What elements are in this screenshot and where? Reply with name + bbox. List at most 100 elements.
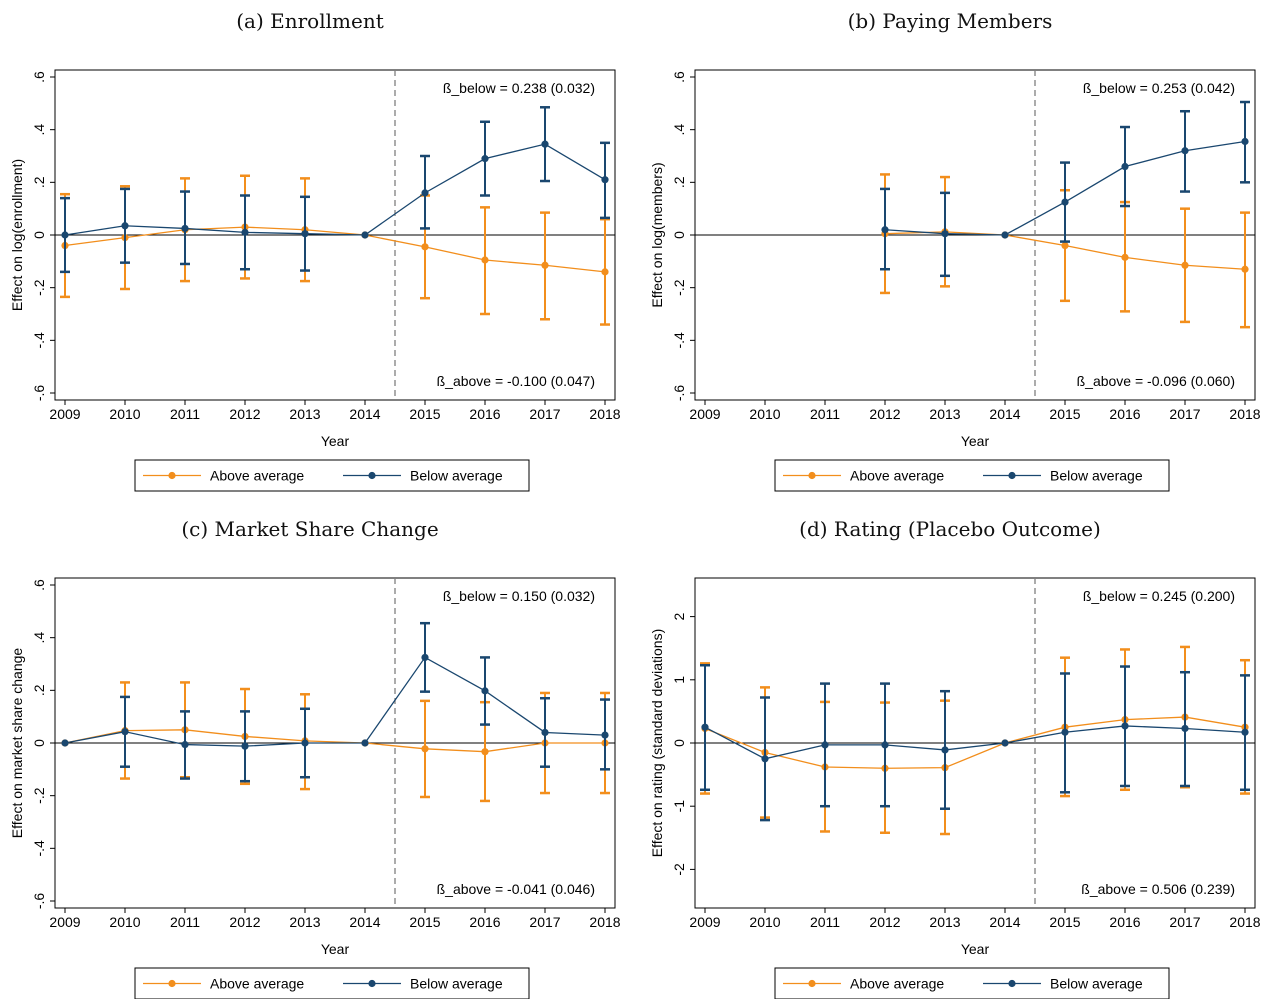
data-point bbox=[881, 226, 889, 234]
data-point bbox=[301, 739, 309, 747]
x-tick-label: 2009 bbox=[49, 406, 80, 422]
x-tick-label: 2012 bbox=[869, 914, 900, 930]
legend-marker bbox=[368, 979, 376, 988]
x-tick-label: 2013 bbox=[289, 914, 320, 930]
series-line bbox=[64, 143, 606, 236]
data-point bbox=[481, 748, 489, 756]
series-line bbox=[704, 716, 1246, 769]
data-point bbox=[61, 231, 69, 239]
data-point bbox=[941, 230, 949, 238]
legend-marker bbox=[168, 471, 176, 480]
legend-label: Above average bbox=[850, 468, 944, 484]
data-point bbox=[301, 230, 309, 238]
series-line bbox=[64, 226, 606, 273]
data-point bbox=[421, 745, 429, 753]
data-point bbox=[481, 155, 489, 163]
x-tick-label: 2015 bbox=[409, 406, 440, 422]
beta-above-annotation: ß_above = -0.100 (0.047) bbox=[437, 373, 595, 389]
x-tick-label: 2017 bbox=[529, 914, 560, 930]
series-below-average bbox=[880, 100, 1250, 278]
legend-marker bbox=[808, 471, 816, 480]
x-tick-label: 2013 bbox=[289, 406, 320, 422]
y-tick-label: 2 bbox=[671, 612, 687, 620]
data-point bbox=[241, 228, 249, 236]
beta-above-annotation: ß_above = 0.506 (0.239) bbox=[1081, 881, 1235, 897]
data-point bbox=[541, 728, 549, 737]
x-tick-label: 2014 bbox=[989, 406, 1020, 422]
beta-below-annotation: ß_below = 0.253 (0.042) bbox=[1083, 80, 1235, 96]
data-point bbox=[701, 723, 709, 731]
x-tick-label: 2009 bbox=[49, 914, 80, 930]
x-tick-label: 2018 bbox=[1229, 914, 1260, 930]
series-above-average bbox=[700, 645, 1250, 836]
legend-label: Below average bbox=[410, 468, 503, 484]
data-point bbox=[941, 746, 949, 754]
x-tick-label: 2012 bbox=[229, 914, 260, 930]
data-point bbox=[1001, 231, 1009, 239]
data-point bbox=[481, 687, 489, 695]
data-point bbox=[761, 755, 769, 763]
y-tick-label: -2 bbox=[671, 863, 687, 876]
y-tick-label: .6 bbox=[31, 579, 47, 591]
legend-label: Above average bbox=[210, 976, 304, 992]
series-above-average bbox=[880, 173, 1250, 329]
x-tick-label: 2017 bbox=[1169, 914, 1200, 930]
data-point bbox=[361, 739, 369, 747]
y-tick-label: -1 bbox=[671, 800, 687, 813]
chart-panel-4: (d) Rating (Placebo Outcome) 2 1 0 -1 -2 2009 2… bbox=[649, 517, 1261, 999]
y-tick-label: -.6 bbox=[31, 385, 47, 402]
data-point bbox=[181, 740, 189, 749]
legend-label: Below average bbox=[1050, 976, 1143, 992]
y-tick-label: -.6 bbox=[671, 385, 687, 402]
x-tick-label: 2016 bbox=[469, 914, 500, 930]
data-point bbox=[121, 728, 129, 736]
y-tick-label: 0 bbox=[31, 739, 47, 747]
x-axis-label: Year bbox=[321, 433, 350, 449]
y-tick-label: .6 bbox=[671, 71, 687, 83]
x-tick-label: 2010 bbox=[749, 406, 780, 422]
x-tick-label: 2012 bbox=[229, 406, 260, 422]
y-axis-label: Effect on log(members) bbox=[649, 162, 665, 307]
y-tick-label: -.4 bbox=[31, 840, 47, 857]
y-tick-label: -.2 bbox=[31, 787, 47, 804]
data-point bbox=[1241, 137, 1249, 146]
x-tick-label: 2013 bbox=[929, 914, 960, 930]
y-tick-label: -.2 bbox=[31, 279, 47, 296]
legend-marker bbox=[368, 471, 376, 480]
y-tick-label: 0 bbox=[671, 231, 687, 239]
legend-label: Below average bbox=[1050, 468, 1143, 484]
x-tick-label: 2009 bbox=[689, 914, 720, 930]
data-point bbox=[1181, 261, 1189, 269]
y-tick-label: 0 bbox=[31, 231, 47, 239]
y-tick-label: .4 bbox=[31, 124, 47, 136]
series-above-average bbox=[60, 174, 610, 326]
y-axis-label: Effect on market share change bbox=[9, 648, 25, 839]
legend-marker bbox=[808, 979, 816, 988]
data-point bbox=[1241, 728, 1249, 736]
x-tick-label: 2015 bbox=[1049, 914, 1080, 930]
x-tick-label: 2017 bbox=[529, 406, 560, 422]
data-point bbox=[361, 231, 369, 239]
series-line bbox=[704, 725, 1246, 760]
series-line bbox=[64, 729, 605, 753]
x-axis-label: Year bbox=[961, 941, 990, 957]
x-tick-label: 2016 bbox=[1109, 914, 1140, 930]
data-point bbox=[1061, 241, 1069, 250]
data-point bbox=[601, 731, 609, 739]
y-tick-label: .6 bbox=[31, 71, 47, 83]
data-point bbox=[821, 741, 829, 749]
y-tick-label: -.4 bbox=[31, 332, 47, 349]
data-point bbox=[1241, 265, 1249, 273]
beta-above-annotation: ß_above = -0.041 (0.046) bbox=[437, 881, 595, 897]
data-point bbox=[601, 176, 609, 184]
y-tick-label: -.6 bbox=[31, 893, 47, 910]
chart-title: (d) Rating (Placebo Outcome) bbox=[799, 517, 1101, 541]
legend-label: Below average bbox=[410, 976, 503, 992]
y-tick-label: 1 bbox=[671, 676, 687, 684]
x-tick-label: 2018 bbox=[1229, 406, 1260, 422]
data-point bbox=[1001, 739, 1009, 747]
series-below-average bbox=[700, 664, 1250, 822]
legend-label: Above average bbox=[210, 468, 304, 484]
